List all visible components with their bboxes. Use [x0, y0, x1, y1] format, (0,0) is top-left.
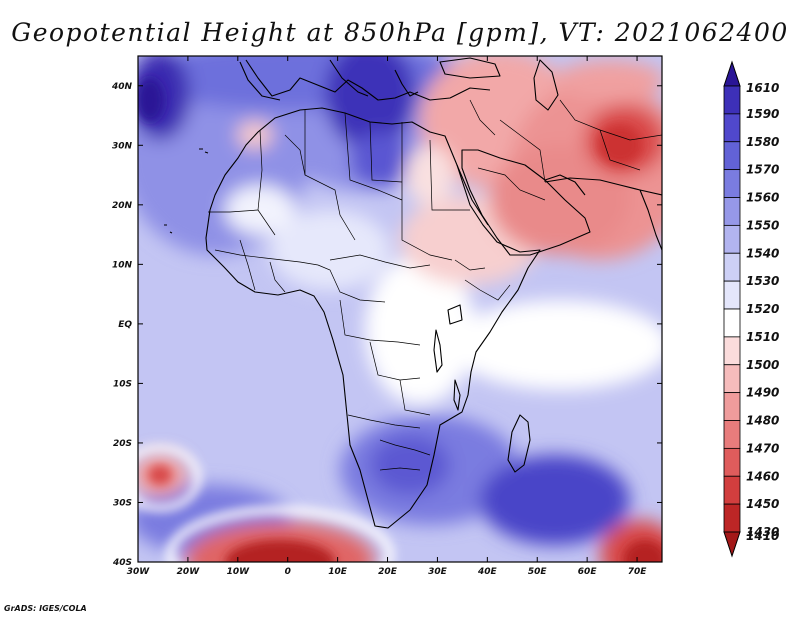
colorbar-label: 1490 [746, 386, 779, 400]
lon-label: 10E [328, 567, 348, 577]
footer-credit: GrADS: IGES/COLA [4, 604, 87, 613]
red-sea-coastline [456, 164, 489, 226]
lon-label: 20W [177, 567, 201, 577]
india-coastline [639, 189, 662, 251]
colorbar-label: 1430 [746, 525, 779, 539]
lat-label: 10S [113, 379, 132, 389]
colorbar-label: 1480 [746, 414, 779, 428]
colorbar-swatch [723, 141, 741, 171]
country-borders [208, 99, 662, 471]
colorbar-swatch [723, 364, 741, 394]
lat-label: 20S [113, 439, 132, 449]
colorbar-label: 1450 [746, 497, 779, 511]
lon-label: 20E [378, 567, 398, 577]
colorbar-swatch [723, 169, 741, 198]
lon-label: 60E [578, 567, 598, 577]
colorbar-label: 1550 [746, 218, 779, 232]
madagascar-coastline [507, 414, 531, 473]
lake-victoria [447, 304, 463, 325]
colorbar-label: 1590 [746, 107, 779, 121]
colorbar-swatch [723, 113, 741, 143]
colorbar-label: 1460 [746, 469, 779, 483]
lon-label: 0 [285, 567, 291, 577]
colorbar-label: 1470 [746, 441, 779, 455]
colorbar-bottom-arrow [723, 531, 741, 558]
lon-label: 10W [227, 567, 251, 577]
colorbar-swatch [723, 252, 741, 282]
colorbar-label: 1610 [746, 81, 779, 95]
height-field [138, 56, 662, 562]
coastlines [164, 57, 662, 529]
lon-label: 40E [477, 567, 498, 577]
greece-coastline [394, 69, 419, 97]
colorbar-swatch [723, 392, 741, 421]
map-title: Geopotential Height at 850hPa [gpm], VT:… [11, 18, 789, 47]
lon-label: 30E [428, 567, 448, 577]
colorbar-swatch [723, 475, 741, 505]
lake-tanganyika [433, 329, 443, 373]
colorbar-top-arrow [723, 60, 741, 87]
lat-label: 30N [112, 141, 133, 151]
colorbar-swatch [723, 280, 741, 310]
colorbar-swatch [723, 85, 741, 115]
lon-label: 70E [628, 567, 648, 577]
lon-label: 50E [528, 567, 548, 577]
africa-coastline [205, 107, 541, 529]
europe-coastline [245, 59, 491, 101]
colorbar-swatch [723, 420, 741, 449]
colorbar-label: 1410 [746, 529, 779, 543]
colorbar-label: 1540 [746, 246, 779, 260]
lat-label: 40N [111, 82, 133, 92]
plot-frame [137, 55, 663, 563]
lat-label: 40S [112, 558, 132, 568]
persian-gulf-coastline [544, 174, 586, 196]
iberia-coastline [239, 61, 281, 101]
colorbar-swatch [723, 308, 741, 338]
lat-label: 10N [112, 260, 133, 270]
lon-label: 30W [127, 567, 151, 577]
colorbar-label: 1580 [746, 135, 779, 149]
italy-coastline [329, 59, 369, 97]
colorbar-swatch [723, 197, 741, 226]
lake-malawi [453, 379, 461, 411]
caspian-coastline [533, 59, 559, 111]
colorbar: 1610 1590 1580 1570 1560 1550 1540 1530 1520 1510… [723, 60, 779, 558]
colorbar-label: 1560 [746, 191, 779, 205]
colorbar-label: 1500 [746, 358, 779, 372]
lat-label: 30S [113, 498, 132, 508]
black-sea-coastline [439, 57, 501, 79]
colorbar-label: 1530 [746, 274, 779, 288]
lat-label: EQ [118, 320, 132, 330]
colorbar-swatch [723, 503, 741, 533]
colorbar-swatch [723, 336, 741, 366]
colorbar-swatch [723, 224, 741, 254]
lat-label: 20N [112, 201, 133, 211]
colorbar-label: 1570 [746, 163, 779, 177]
arabia-coastline [461, 149, 591, 256]
asia-coastline [544, 177, 662, 196]
colorbar-label: 1510 [746, 330, 779, 344]
colorbar-label: 1520 [746, 302, 779, 316]
colorbar-swatch [723, 447, 741, 477]
